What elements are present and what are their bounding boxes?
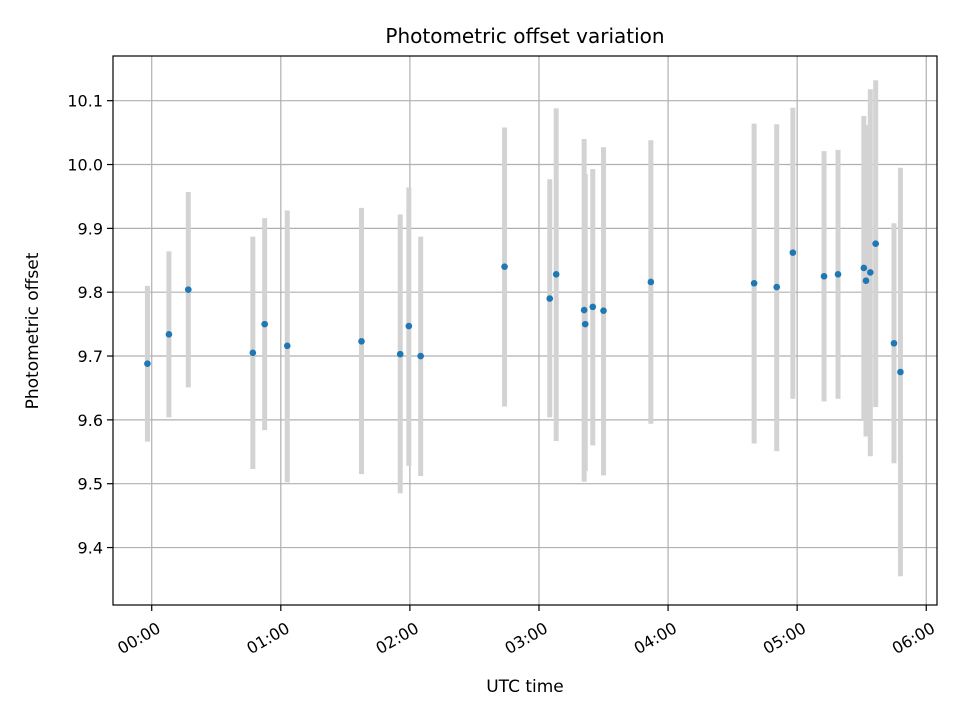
data-point [789, 249, 797, 256]
data-point [890, 339, 898, 347]
data-point [358, 338, 365, 345]
data-point [897, 368, 904, 376]
data-point [417, 352, 424, 360]
data-point [834, 271, 842, 278]
plot-frame [112, 55, 938, 606]
data-point [750, 279, 758, 287]
data-point [600, 307, 607, 315]
data-point [283, 342, 291, 350]
data-point [820, 272, 828, 280]
y-tick-label: 9.7 [78, 347, 103, 366]
y-tick-label: 9.5 [78, 475, 103, 494]
y-tick-label: 9.4 [78, 539, 103, 558]
y-tick-label: 9.8 [78, 283, 103, 302]
y-tick-label: 10.0 [67, 156, 103, 175]
data-point [860, 264, 868, 272]
y-tick-label: 9.6 [78, 411, 103, 430]
data-point [872, 240, 879, 247]
data-point [773, 283, 781, 291]
data-point [405, 322, 413, 330]
point-layer [144, 240, 904, 376]
data-point [862, 277, 870, 285]
y-tick-label: 9.9 [78, 219, 103, 238]
y-tick-label: 10.1 [67, 92, 103, 111]
data-point [867, 269, 874, 276]
data-point [581, 320, 589, 328]
data-point [185, 286, 192, 293]
y-axis-title: Photometric offset [23, 252, 43, 409]
chart-title: Photometric offset variation [385, 24, 664, 48]
data-point [501, 263, 508, 270]
data-point [144, 360, 151, 367]
grid-layer [113, 56, 937, 605]
data-point [396, 350, 404, 358]
data-point [580, 306, 588, 314]
data-point [261, 320, 268, 328]
x-axis-title: UTC time [486, 677, 564, 697]
data-point [647, 278, 655, 286]
data-point [589, 303, 597, 311]
data-point [552, 271, 560, 278]
data-point [546, 295, 554, 302]
data-point [165, 331, 173, 338]
data-point [249, 349, 257, 357]
